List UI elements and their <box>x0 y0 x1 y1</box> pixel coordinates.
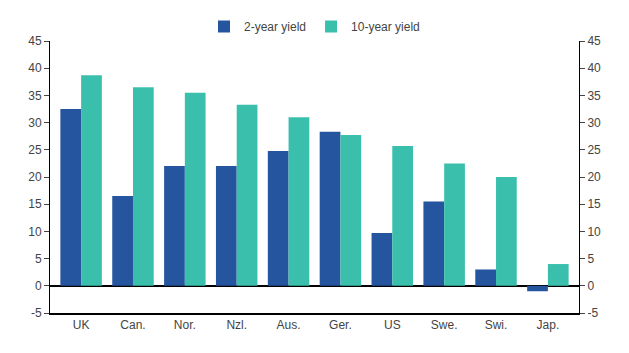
svg-text:Swe.: Swe. <box>431 318 458 332</box>
svg-text:0: 0 <box>35 279 42 293</box>
svg-text:Nzl.: Nzl. <box>226 318 247 332</box>
svg-text:20: 20 <box>28 170 42 184</box>
svg-text:Ger.: Ger. <box>329 318 352 332</box>
svg-text:15: 15 <box>28 197 42 211</box>
svg-text:-5: -5 <box>587 306 598 320</box>
svg-text:40: 40 <box>587 61 601 75</box>
svg-text:Swi.: Swi. <box>485 318 508 332</box>
svg-text:45: 45 <box>587 34 601 48</box>
svg-text:20: 20 <box>587 170 601 184</box>
svg-text:30: 30 <box>28 116 42 130</box>
svg-text:10-year yield: 10-year yield <box>351 20 420 34</box>
svg-text:US: US <box>384 318 401 332</box>
svg-text:5: 5 <box>587 252 594 266</box>
svg-text:30: 30 <box>587 116 601 130</box>
svg-text:15: 15 <box>587 197 601 211</box>
svg-text:Aus.: Aus. <box>277 318 301 332</box>
svg-text:5: 5 <box>35 252 42 266</box>
svg-text:10: 10 <box>28 225 42 239</box>
svg-text:-5: -5 <box>31 306 42 320</box>
svg-text:10: 10 <box>587 225 601 239</box>
svg-text:0: 0 <box>587 279 594 293</box>
svg-text:Jap.: Jap. <box>537 318 560 332</box>
svg-text:35: 35 <box>28 89 42 103</box>
svg-text:40: 40 <box>28 61 42 75</box>
svg-text:25: 25 <box>28 143 42 157</box>
svg-text:Nor.: Nor. <box>174 318 196 332</box>
svg-text:2-year yield: 2-year yield <box>244 20 306 34</box>
svg-text:UK: UK <box>73 318 90 332</box>
svg-text:Can.: Can. <box>120 318 145 332</box>
svg-text:25: 25 <box>587 143 601 157</box>
svg-text:45: 45 <box>28 34 42 48</box>
svg-text:35: 35 <box>587 89 601 103</box>
